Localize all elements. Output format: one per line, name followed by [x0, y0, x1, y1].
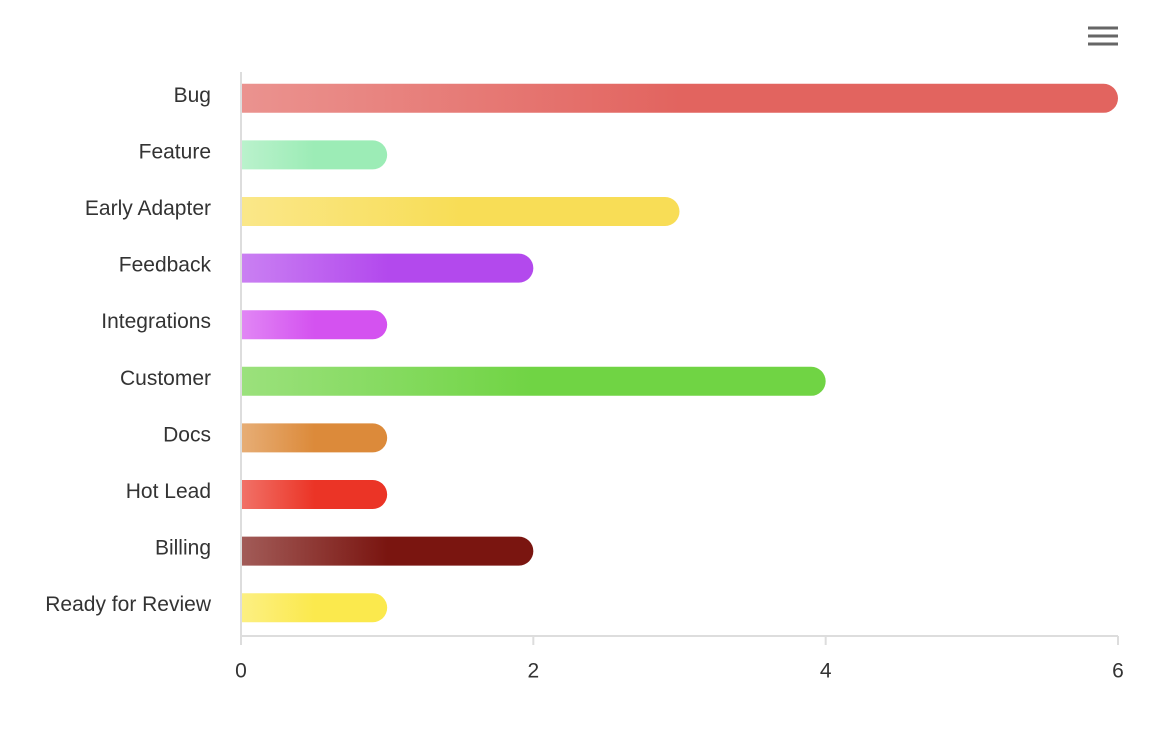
- bar: [242, 536, 534, 566]
- x-tick-label: 4: [820, 660, 832, 683]
- bar: [242, 83, 1118, 113]
- bar: [242, 366, 826, 396]
- bar: [242, 253, 534, 283]
- y-tick-label: Early Adapter: [85, 197, 211, 220]
- y-tick-label: Billing: [155, 537, 211, 560]
- menu-button[interactable]: [1082, 20, 1124, 54]
- bar: [242, 140, 388, 170]
- y-tick-label: Integrations: [101, 310, 211, 333]
- bar: [242, 423, 388, 453]
- bar: [242, 197, 680, 226]
- y-tick-label: Feature: [139, 140, 211, 163]
- bar: [242, 480, 388, 509]
- bar: [242, 310, 388, 340]
- x-tick-label: 6: [1112, 660, 1124, 683]
- bar: [242, 593, 388, 623]
- y-tick-label: Docs: [163, 423, 211, 446]
- y-tick-label: Customer: [120, 367, 211, 390]
- x-tick-label: 2: [527, 660, 539, 683]
- y-tick-label: Bug: [174, 84, 211, 107]
- x-tick-label: 0: [235, 660, 247, 683]
- y-tick-label: Feedback: [119, 254, 212, 277]
- y-tick-label: Ready for Review: [45, 593, 212, 616]
- y-tick-label: Hot Lead: [126, 480, 211, 503]
